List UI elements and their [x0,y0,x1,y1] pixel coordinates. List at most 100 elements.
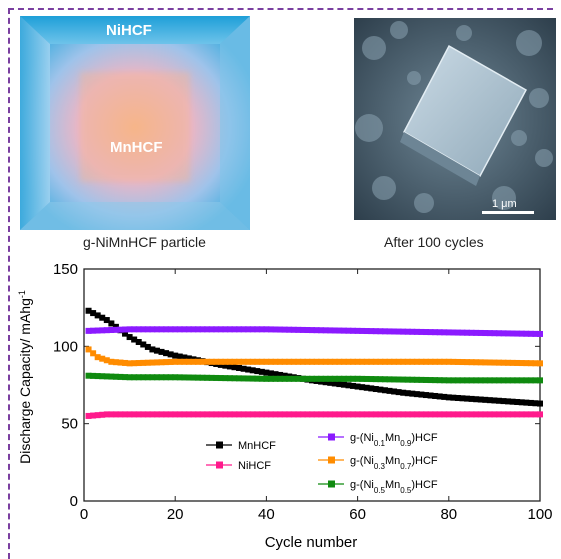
data-point [304,411,311,418]
data-point [309,358,315,365]
data-point [436,393,443,400]
data-point [318,358,325,365]
data-point [336,375,343,382]
data-point [354,358,361,365]
data-point [103,317,110,324]
data-point [149,411,156,418]
data-point [468,411,475,418]
x-tick-label: 40 [258,506,275,523]
data-point [427,411,434,418]
data-point [149,326,156,333]
data-point [126,374,133,381]
data-point [290,375,297,382]
data-point [331,327,338,334]
legend-label: NiHCF [238,460,271,472]
data-point [518,377,525,384]
scale-bar-label: 1 μm [492,198,517,210]
data-point [195,411,201,418]
data-point [527,360,534,367]
data-point [190,326,197,333]
data-point [149,374,156,381]
data-point [263,411,270,418]
data-point [327,358,334,365]
core-label: MnHCF [110,139,163,156]
data-point [245,411,252,418]
data-point [537,377,543,384]
chart-legend: MnHCF NiHCF g-(Ni0.1Mn0.9)HCF g-(Ni0.3Mn0.7… [206,432,438,495]
data-point [286,375,293,382]
data-point [144,411,151,418]
data-point [226,411,233,418]
data-point [377,358,384,365]
data-point [413,358,420,365]
data-point [204,411,211,418]
data-point [350,382,357,389]
frame-border-left [8,8,10,559]
data-point [486,359,493,366]
data-point [418,411,425,418]
data-point [176,411,183,418]
data-point [505,411,512,418]
data-point [331,411,338,418]
data-point [258,375,265,382]
x-tick-label: 60 [349,506,366,523]
legend-marker [328,480,335,488]
data-point [90,412,97,419]
data-point [386,411,393,418]
data-point [454,329,461,336]
y-tick-label: 50 [61,416,78,433]
data-point [190,374,197,381]
data-point [153,347,160,354]
data-point [418,391,425,398]
data-point [500,330,507,337]
data-point [486,411,493,418]
series-line [88,310,541,405]
data-point [505,330,512,337]
data-point [226,358,233,365]
data-point [313,375,320,382]
data-point [281,372,288,379]
data-point [491,411,498,418]
data-point [149,346,156,353]
data-point [459,411,466,418]
data-point [126,334,133,341]
data-point [386,376,393,383]
data-point [363,358,370,365]
data-point [413,391,420,398]
data-point [245,326,252,333]
data-point [354,383,361,390]
x-tick-label: 20 [167,506,184,523]
legend-marker [328,433,335,441]
data-point [368,328,375,335]
data-point [340,375,347,382]
data-point [204,374,211,381]
data-point [527,411,534,418]
data-point [167,358,174,365]
data-point [222,358,229,365]
data-point [117,359,124,366]
data-point [140,411,147,418]
data-point [491,397,498,404]
data-point [167,351,174,358]
data-point [477,411,484,418]
data-point [518,399,525,406]
data-point [423,392,429,399]
data-point [153,359,160,366]
data-point [277,411,284,418]
data-point [299,358,306,365]
data-point [185,411,192,418]
legend-entry: g-(Ni0.3Mn0.7)HCF [318,455,438,471]
data-point [231,375,238,382]
data-point [359,384,366,391]
data-point [368,358,375,365]
data-point [523,360,530,367]
data-point [99,373,106,380]
data-point [409,411,416,418]
data-point [454,358,461,365]
data-point [231,364,238,371]
data-point [195,358,201,365]
data-point [404,328,411,335]
data-point [190,358,197,365]
data-point [190,411,197,418]
data-point [131,326,138,333]
